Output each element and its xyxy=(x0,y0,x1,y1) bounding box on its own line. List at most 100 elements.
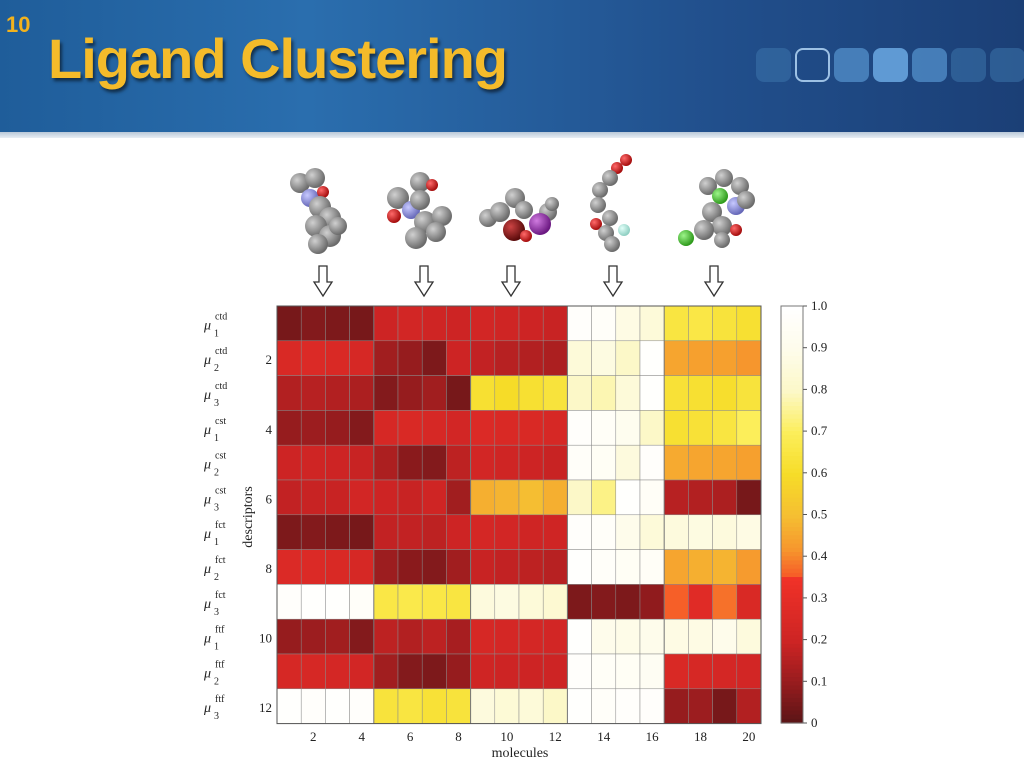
heatmap-cell xyxy=(494,584,520,620)
heatmap-cell xyxy=(736,688,762,724)
heatmap-cell xyxy=(349,479,375,516)
heatmap-cell xyxy=(349,514,375,550)
row-label-superscript: ctd xyxy=(215,346,227,357)
x-tick-label: 12 xyxy=(549,729,562,744)
heatmap-cell xyxy=(373,514,399,550)
heatmap-cell xyxy=(446,688,471,724)
heatmap-cell xyxy=(567,584,592,620)
y-tick-label: 8 xyxy=(266,561,273,576)
colorbar-segment xyxy=(781,414,803,420)
heatmap-cell xyxy=(300,618,326,655)
heatmap-cell xyxy=(446,584,471,620)
slide-number: 10 xyxy=(6,12,31,37)
row-label-subscript: 1 xyxy=(214,433,219,444)
heatmap-cell xyxy=(421,410,447,446)
y-axis-ticks: 2 4 6 8 10 12 xyxy=(259,352,273,715)
heatmap-cell xyxy=(276,479,302,516)
colorbar-segment xyxy=(781,501,803,507)
heatmap-cell xyxy=(639,584,665,620)
heatmap-cell xyxy=(736,549,762,585)
x-tick-label: 14 xyxy=(597,729,611,744)
colorbar-segment xyxy=(781,631,803,637)
molecule-2-image xyxy=(387,172,452,249)
heatmap-cell xyxy=(349,444,375,481)
colorbar-segment xyxy=(781,426,803,432)
heatmap-cell xyxy=(421,375,447,411)
heatmap-cell xyxy=(300,549,326,585)
heatmap-cell xyxy=(470,514,496,550)
colorbar-segment xyxy=(781,697,803,703)
colorbar-tick-label: 0.4 xyxy=(811,548,828,563)
row-label-subscript: 2 xyxy=(214,572,219,583)
heatmap-cell xyxy=(518,514,544,550)
heatmap-cell xyxy=(639,688,665,724)
colorbar-ticks: 1.0 0.9 0.8 0.7 0.6 0.5 0.4 0.3 0.2 0.1 0 xyxy=(803,298,828,730)
heatmap-cell xyxy=(446,618,471,655)
heatmap-cell xyxy=(421,514,447,550)
decor-tile xyxy=(873,48,908,82)
colorbar-segment xyxy=(781,539,803,545)
heatmap-cell xyxy=(639,305,665,342)
heatmap-cell xyxy=(470,688,496,724)
heatmap-cell xyxy=(446,549,471,585)
decor-tile xyxy=(951,48,986,82)
heatmap-cell xyxy=(349,653,375,690)
colorbar-segment xyxy=(781,602,803,607)
heatmap-cell xyxy=(542,653,568,690)
row-label-superscript: ftf xyxy=(215,694,225,705)
row-labels: μctd1μctd2μctd3μcst1μcst2μcst3μfct1μfct2… xyxy=(203,311,227,722)
colorbar-tick-label: 0.9 xyxy=(811,340,827,355)
heatmap-cell xyxy=(663,305,689,342)
heatmap-cell xyxy=(639,618,665,655)
heatmap-cell xyxy=(688,479,713,516)
heatmap-cell xyxy=(591,410,617,446)
heatmap-cell xyxy=(300,479,326,516)
heatmap-cell xyxy=(421,688,447,724)
colorbar-segment xyxy=(781,410,803,416)
heatmap-cell xyxy=(615,305,641,342)
x-axis-ticks: 2 4 6 8 10 12 14 16 18 20 xyxy=(310,729,755,744)
heatmap-cell xyxy=(446,375,471,411)
heatmap-cell xyxy=(276,410,302,446)
row-label-superscript: fct xyxy=(215,555,226,566)
heatmap-cell xyxy=(712,410,738,446)
colorbar-segment xyxy=(781,431,803,436)
row-label-symbol: μ xyxy=(203,492,211,507)
heatmap-cell xyxy=(591,549,617,585)
colorbar-segment xyxy=(781,564,803,570)
heatmap-cell xyxy=(688,549,713,585)
row-label-superscript: cst xyxy=(215,451,226,462)
row-label-superscript: cst xyxy=(215,416,226,427)
heatmap-cell xyxy=(542,340,568,376)
heatmap-cell xyxy=(276,653,302,690)
decor-tile xyxy=(756,48,791,82)
heatmap-cell xyxy=(542,305,568,342)
row-label-symbol: μ xyxy=(203,353,211,368)
heatmap-cell xyxy=(421,584,447,620)
heatmap-cell xyxy=(397,340,423,376)
heatmap-cell xyxy=(446,340,471,376)
colorbar-segment xyxy=(781,314,803,320)
heatmap-cell xyxy=(736,514,762,550)
heatmap-cell xyxy=(300,514,326,550)
colorbar-segment xyxy=(781,456,803,461)
row-label-subscript: 3 xyxy=(214,502,219,513)
heatmap-cell xyxy=(736,653,762,690)
heatmap-cell xyxy=(591,479,617,516)
colorbar-segment xyxy=(781,597,803,603)
row-label-superscript: ftf xyxy=(215,625,225,636)
heatmap-cell xyxy=(325,618,350,655)
y-tick-label: 6 xyxy=(266,491,273,506)
heatmap-cell xyxy=(591,375,617,411)
heatmap-cell xyxy=(494,618,520,655)
heatmap-cell xyxy=(470,444,496,481)
colorbar-segment xyxy=(781,443,803,449)
heatmap-cell xyxy=(736,305,762,342)
heatmap-cell xyxy=(276,688,302,724)
heatmap-cell xyxy=(615,444,641,481)
y-tick-label: 4 xyxy=(266,422,273,437)
heatmap-cell xyxy=(639,549,665,585)
heatmap-cell xyxy=(567,305,592,342)
molecule-5-image xyxy=(678,169,755,248)
